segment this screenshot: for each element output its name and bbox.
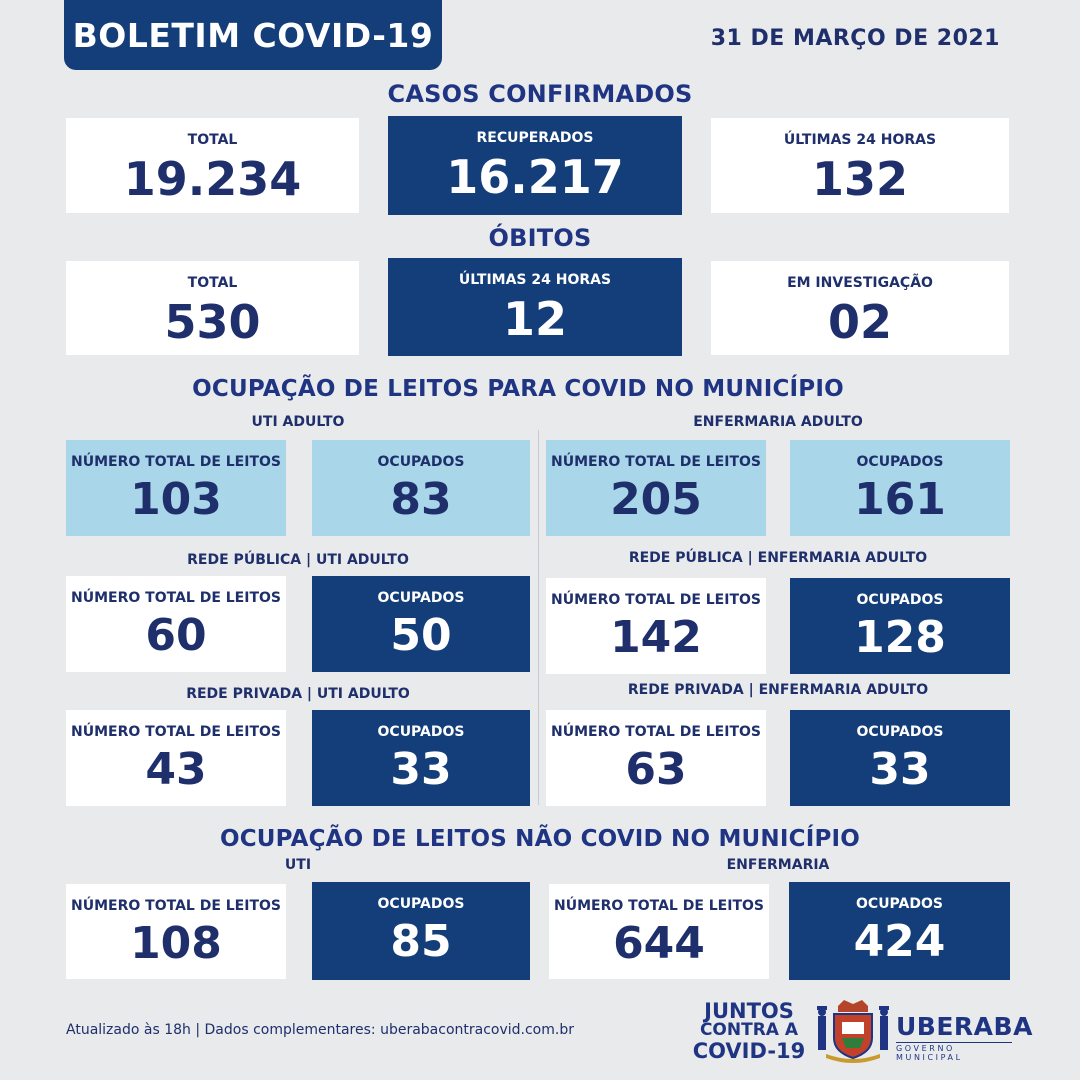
priv-uti-ocupados-card: OCUPADOS 33: [312, 710, 530, 806]
priv-enf-ocupados-card: OCUPADOS 33: [790, 710, 1010, 806]
pub-uti-ocupados-value: 50: [390, 610, 452, 661]
nao-covid-uti-total-label: NÚMERO TOTAL DE LEITOS: [71, 898, 281, 914]
uti-total-card: NÚMERO TOTAL DE LEITOS 103: [66, 440, 286, 536]
pub-enf-ocupados-value: 128: [854, 612, 946, 663]
uberaba-logo: UBERABA GOVERNO MUNICIPAL: [896, 1012, 1033, 1062]
title-banner: BOLETIM COVID-19: [64, 0, 442, 70]
pub-enf-ocupados-card: OCUPADOS 128: [790, 578, 1010, 674]
priv-uti-ocupados-value: 33: [390, 744, 452, 795]
priv-uti-ocupados-label: OCUPADOS: [377, 724, 465, 740]
obitos-investigacao-label: EM INVESTIGAÇÃO: [787, 275, 933, 291]
casos-recuperados-card: RECUPERADOS 16.217: [388, 116, 682, 215]
juntos-line-1: JUNTOS: [704, 999, 794, 1023]
pub-uti-ocupados-label: OCUPADOS: [377, 590, 465, 606]
pub-uti-label: REDE PÚBLICA | UTI ADULTO: [187, 552, 409, 568]
enf-ocupados-label: OCUPADOS: [856, 454, 944, 470]
obitos-ultimas-value: 12: [502, 292, 567, 346]
pub-uti-total-card: NÚMERO TOTAL DE LEITOS 60: [66, 576, 286, 672]
enf-total-value: 205: [610, 474, 702, 525]
enf-ocupados-value: 161: [854, 474, 946, 525]
covid-leitos-title: OCUPAÇÃO DE LEITOS PARA COVID NO MUNICÍP…: [192, 376, 844, 402]
nao-covid-uti-total-card: NÚMERO TOTAL DE LEITOS 108: [66, 884, 286, 979]
enf-adulto-label: ENFERMARIA ADULTO: [693, 414, 863, 430]
nao-covid-uti-ocupados-card: OCUPADOS 85: [312, 882, 530, 980]
nao-covid-enf-ocupados-card: OCUPADOS 424: [789, 882, 1010, 980]
casos-ultimas-value: 132: [811, 152, 909, 206]
uti-adulto-label: UTI ADULTO: [251, 414, 345, 430]
casos-total-card: TOTAL 19.234: [66, 118, 359, 213]
nao-covid-enf-ocupados-label: OCUPADOS: [856, 896, 943, 912]
nao-covid-uti-ocupados-label: OCUPADOS: [377, 896, 465, 912]
uti-ocupados-label: OCUPADOS: [377, 454, 465, 470]
nao-covid-enf-label: ENFERMARIA: [726, 857, 830, 873]
uti-ocupados-value: 83: [390, 474, 452, 525]
obitos-ultimas-card: ÚLTIMAS 24 HORAS 12: [388, 258, 682, 356]
pub-uti-total-value: 60: [145, 610, 207, 661]
gov-label: GOVERNO MUNICIPAL: [896, 1042, 1012, 1062]
uti-total-value: 103: [130, 474, 222, 525]
nao-covid-uti-label: UTI: [284, 857, 312, 873]
obitos-ultimas-label: ÚLTIMAS 24 HORAS: [458, 272, 612, 288]
priv-uti-total-card: NÚMERO TOTAL DE LEITOS 43: [66, 710, 286, 806]
priv-enf-total-value: 63: [625, 744, 687, 795]
nao-covid-uti-total-value: 108: [130, 918, 222, 969]
nao-covid-enf-total-card: NÚMERO TOTAL DE LEITOS 644: [549, 884, 769, 979]
pub-enf-ocupados-label: OCUPADOS: [856, 592, 944, 608]
casos-recuperados-value: 16.217: [446, 150, 624, 204]
pub-enf-total-card: NÚMERO TOTAL DE LEITOS 142: [546, 578, 766, 674]
page-title: BOLETIM COVID-19: [72, 15, 434, 55]
nao-covid-enf-total-label: NÚMERO TOTAL DE LEITOS: [554, 898, 764, 914]
juntos-line-3: COVID-19: [692, 1038, 806, 1063]
pub-enf-label: REDE PÚBLICA | ENFERMARIA ADULTO: [628, 550, 928, 566]
casos-total-value: 19.234: [123, 152, 302, 206]
priv-uti-label: REDE PRIVADA | UTI ADULTO: [186, 686, 410, 702]
nao-covid-enf-ocupados-value: 424: [853, 916, 946, 967]
casos-recuperados-label: RECUPERADOS: [476, 130, 594, 146]
priv-uti-total-value: 43: [145, 744, 207, 795]
casos-total-label: TOTAL: [187, 132, 238, 148]
priv-uti-total-label: NÚMERO TOTAL DE LEITOS: [71, 724, 281, 740]
obitos-title: ÓBITOS: [488, 224, 592, 252]
priv-enf-total-label: NÚMERO TOTAL DE LEITOS: [551, 724, 761, 740]
nao-covid-uti-ocupados-value: 85: [390, 916, 452, 967]
juntos-contra-covid-logo: JUNTOS CONTRA A COVID-19: [690, 1000, 808, 1062]
nao-covid-enf-total-value: 644: [613, 918, 705, 969]
casos-ultimas-card: ÚLTIMAS 24 HORAS 132: [711, 118, 1009, 213]
city-name: UBERABA: [896, 1012, 1033, 1041]
obitos-total-card: TOTAL 530: [66, 261, 359, 355]
uti-ocupados-card: OCUPADOS 83: [312, 440, 530, 536]
casos-ultimas-label: ÚLTIMAS 24 HORAS: [783, 132, 937, 148]
obitos-total-label: TOTAL: [187, 275, 238, 291]
pub-uti-total-label: NÚMERO TOTAL DE LEITOS: [71, 590, 281, 606]
enf-total-label: NÚMERO TOTAL DE LEITOS: [551, 454, 761, 470]
uti-total-label: NÚMERO TOTAL DE LEITOS: [71, 454, 281, 470]
juntos-line-2: CONTRA A: [699, 1020, 799, 1041]
coat-of-arms-icon: [816, 998, 890, 1064]
priv-enf-ocupados-label: OCUPADOS: [856, 724, 944, 740]
priv-enf-label: REDE PRIVADA | ENFERMARIA ADULTO: [627, 682, 929, 698]
pub-enf-total-label: NÚMERO TOTAL DE LEITOS: [551, 592, 761, 608]
casos-title: CASOS CONFIRMADOS: [387, 80, 693, 108]
enf-total-card: NÚMERO TOTAL DE LEITOS 205: [546, 440, 766, 536]
column-divider: [538, 430, 539, 805]
obitos-investigacao-value: 02: [827, 295, 892, 349]
nao-covid-title: OCUPAÇÃO DE LEITOS NÃO COVID NO MUNICÍPI…: [219, 826, 861, 852]
priv-enf-total-card: NÚMERO TOTAL DE LEITOS 63: [546, 710, 766, 806]
bulletin-date: 31 DE MARÇO DE 2021: [710, 26, 1000, 51]
obitos-total-value: 530: [164, 295, 261, 349]
pub-enf-total-value: 142: [610, 612, 702, 663]
obitos-investigacao-card: EM INVESTIGAÇÃO 02: [711, 261, 1009, 355]
priv-enf-ocupados-value: 33: [869, 744, 931, 795]
pub-uti-ocupados-card: OCUPADOS 50: [312, 576, 530, 672]
enf-ocupados-card: OCUPADOS 161: [790, 440, 1010, 536]
footer-note: Atualizado às 18h | Dados complementares…: [66, 1022, 574, 1038]
